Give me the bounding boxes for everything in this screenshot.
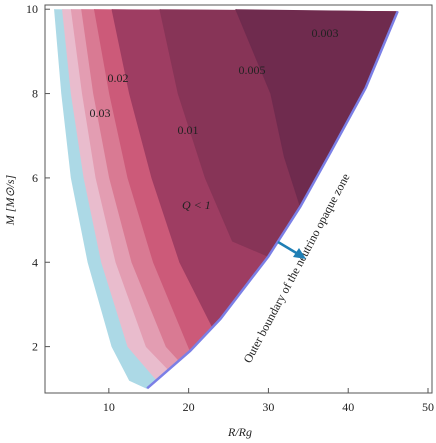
contour-label: 0.03 (90, 106, 111, 120)
contour-line (93, 9, 191, 352)
frame (44, 4, 433, 394)
x-tick-label: 50 (422, 400, 434, 414)
y-tick-label: 10 (26, 2, 38, 16)
contour-line (70, 9, 170, 371)
x-tick-label: 20 (183, 400, 195, 414)
x-tick-label: 10 (103, 400, 115, 414)
y-axis-label: M [M⊙/s] (3, 174, 17, 226)
arrow-head (293, 248, 306, 259)
arrow (277, 240, 299, 256)
contour-line (235, 9, 301, 207)
x-axis-label: R/Rg (227, 425, 252, 439)
contour-line (81, 9, 180, 361)
annotation: Q < 1 (182, 198, 211, 212)
region-fill (235, 9, 398, 207)
y-tick-label: 6 (32, 171, 38, 185)
contour-label: 0.01 (178, 123, 199, 137)
boundary-line (146, 10, 399, 390)
contour-line (111, 9, 214, 328)
contour-line (159, 9, 269, 257)
y-tick-label: 2 (32, 340, 38, 354)
y-tick-label: 8 (32, 87, 38, 101)
contour-label: 0.005 (239, 63, 266, 77)
contour-label: 0.003 (312, 26, 339, 40)
contour-label: 0.02 (108, 71, 129, 85)
x-tick-label: 30 (262, 400, 274, 414)
x-tick-label: 40 (342, 400, 354, 414)
contour-line (62, 9, 158, 381)
contour-line (54, 9, 148, 389)
plot-area (54, 9, 399, 390)
y-tick-label: 4 (32, 255, 38, 269)
